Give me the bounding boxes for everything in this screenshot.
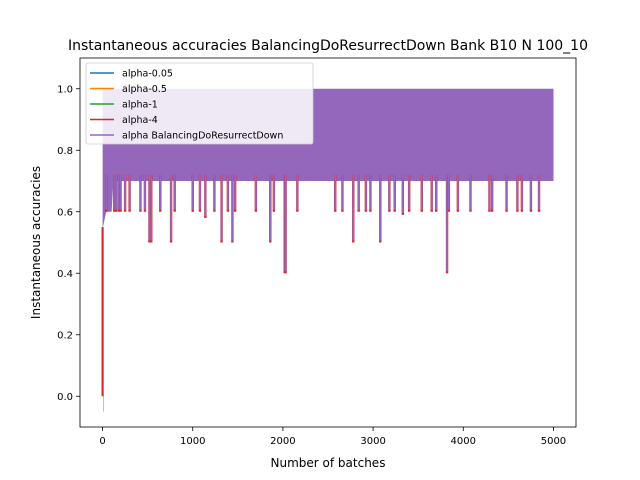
legend-label: alpha-0.05 [122, 69, 173, 80]
legend-box [85, 62, 314, 145]
y-tick-label: 0.4 [57, 269, 73, 280]
y-tick-label: 1.0 [57, 84, 73, 95]
axes-frame [79, 57, 577, 428]
x-tick-label: 0 [99, 436, 105, 447]
plot-area [101, 88, 554, 412]
series-band [102, 88, 554, 397]
x-tick-label: 2000 [270, 436, 295, 447]
legend-label: alpha-1 [122, 100, 158, 111]
x-tick-label: 1000 [180, 436, 205, 447]
legend-label: alpha-4 [122, 115, 158, 126]
legend-label: alpha-0.5 [122, 84, 167, 95]
x-tick-label: 5000 [541, 436, 566, 447]
x-axis: 0 1000 2000 3000 4000 5000 [99, 427, 566, 447]
y-tick-label: 0.6 [57, 207, 73, 218]
y-axis: 0.0 0.2 0.4 0.6 0.8 1.0 [57, 84, 80, 403]
chart-title: Instantaneous accuracies BalancingDoResu… [68, 38, 588, 54]
x-tick-label: 3000 [360, 436, 385, 447]
x-axis-label: Number of batches [271, 456, 386, 470]
legend: alpha-0.05 alpha-0.5 alpha-1 alpha-4 alpha B… [85, 62, 314, 145]
y-tick-label: 0.8 [57, 146, 73, 157]
legend-label: alpha BalancingDoResurrectDown [122, 131, 283, 142]
x-tick-label: 4000 [451, 436, 476, 447]
y-axis-label: Instantaneous accuracies [29, 166, 43, 319]
y-tick-label: 0.2 [57, 330, 73, 341]
y-tick-label: 0.0 [57, 392, 73, 403]
